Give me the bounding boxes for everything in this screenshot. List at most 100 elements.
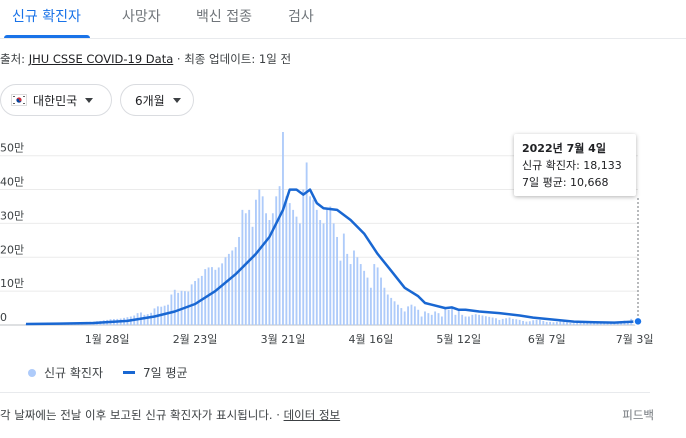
- case-bar: [562, 321, 565, 325]
- case-bar: [559, 321, 562, 325]
- case-bar: [427, 313, 430, 325]
- case-bar: [332, 223, 335, 325]
- case-bar: [349, 264, 352, 325]
- x-tick-label: 5월 12일: [436, 332, 481, 346]
- case-bar: [315, 209, 318, 325]
- case-bar: [386, 294, 389, 325]
- chevron-down-icon: [85, 97, 94, 103]
- feedback-link[interactable]: 피드백: [622, 408, 654, 422]
- bar-legend-icon: [28, 368, 36, 377]
- case-bar: [555, 321, 558, 325]
- tab-testing[interactable]: 검사: [288, 9, 314, 25]
- case-bar: [593, 322, 595, 325]
- case-bar: [478, 314, 481, 325]
- case-bar: [410, 304, 413, 325]
- case-bar: [474, 314, 477, 325]
- case-bar: [231, 250, 234, 325]
- case-bar: [170, 294, 173, 325]
- case-bar: [342, 233, 345, 325]
- tab-vaccinations[interactable]: 백신 접종: [196, 9, 252, 25]
- case-bar: [505, 318, 508, 325]
- case-bar: [258, 189, 261, 325]
- case-bar: [603, 322, 606, 325]
- case-bar: [339, 260, 342, 325]
- source-prefix: 출처:: [0, 52, 29, 66]
- case-bar: [532, 320, 535, 325]
- case-bar: [366, 277, 369, 325]
- case-bar: [461, 314, 464, 325]
- line-legend-icon: [123, 371, 136, 374]
- case-bar: [437, 313, 440, 325]
- case-bar: [383, 287, 386, 325]
- case-bar: [417, 309, 420, 325]
- case-bar: [515, 319, 518, 325]
- case-bar: [248, 209, 251, 325]
- case-bar: [163, 305, 166, 325]
- case-bar: [491, 317, 494, 325]
- tooltip-cases: 신규 확진자: 18,133: [522, 159, 622, 172]
- tab-new-cases[interactable]: 신규 확진자: [12, 9, 81, 25]
- case-bar: [484, 316, 487, 325]
- case-bar: [214, 269, 217, 325]
- case-bar: [424, 311, 426, 325]
- case-bar: [488, 316, 491, 325]
- divider: [0, 392, 650, 393]
- active-tab-indicator: [4, 35, 90, 38]
- period-select[interactable]: 6개월: [120, 84, 194, 116]
- case-bar: [454, 314, 457, 325]
- source-link[interactable]: JHU CSSE COVID-19 Data: [28, 52, 174, 66]
- tab-deaths[interactable]: 사망자: [122, 9, 161, 25]
- case-bar: [221, 263, 224, 325]
- legend-cases: 신규 확진자: [44, 366, 104, 380]
- case-bar: [464, 316, 467, 325]
- case-bar: [444, 308, 447, 325]
- case-bar: [413, 306, 416, 325]
- country-select[interactable]: 대한민국: [0, 84, 112, 116]
- case-bar: [271, 213, 274, 325]
- y-tick-label: 50만: [0, 142, 24, 155]
- y-tick-label: 40만: [0, 176, 24, 189]
- case-bar: [261, 196, 264, 325]
- period-select-label: 6개월: [135, 93, 165, 108]
- case-bar: [292, 209, 295, 325]
- case-bar: [150, 312, 153, 325]
- case-bar: [278, 186, 281, 325]
- case-bar: [390, 297, 393, 325]
- footer-note: 각 날짜에는 전날 이후 보고된 신규 확진자가 표시됩니다. · 데이터 정보: [0, 407, 340, 423]
- case-bar: [599, 322, 602, 325]
- case-bar: [217, 267, 220, 325]
- case-bar: [353, 250, 355, 325]
- footer-text: 각 날짜에는 전날 이후 보고된 신규 확진자가 표시됩니다.: [0, 408, 273, 422]
- case-bar: [582, 321, 585, 325]
- case-bar: [282, 132, 284, 325]
- case-bar: [359, 264, 362, 325]
- case-bar: [549, 321, 552, 325]
- case-bar: [187, 291, 190, 325]
- case-bar: [586, 321, 589, 325]
- case-bar: [596, 322, 599, 325]
- case-bar: [143, 314, 146, 325]
- korea-flag-icon: [11, 94, 27, 106]
- case-bar: [305, 162, 308, 325]
- case-bar: [275, 196, 278, 325]
- y-axis-labels: 0 10만 20만 30만 40만 50만: [0, 142, 24, 324]
- case-bar: [234, 247, 237, 325]
- x-tick-label: 7월 3일: [616, 332, 654, 346]
- case-bar: [471, 314, 474, 325]
- case-bar: [522, 320, 524, 325]
- case-bar: [545, 321, 548, 325]
- case-bar: [434, 311, 437, 325]
- case-bar: [268, 220, 271, 325]
- case-bar: [336, 236, 338, 325]
- case-bar: [295, 216, 298, 325]
- case-bar: [285, 196, 288, 325]
- case-bar: [244, 213, 247, 325]
- case-bar: [380, 277, 382, 325]
- x-tick-label: 1월 28일: [85, 332, 130, 346]
- case-bar: [420, 316, 423, 325]
- chevron-down-icon: [172, 97, 181, 103]
- case-bar: [346, 253, 349, 325]
- case-bar: [495, 318, 497, 325]
- data-info-link[interactable]: 데이터 정보: [283, 408, 341, 422]
- cases-chart[interactable]: 0 10만 20만 30만 40만 50만 1월 28일 2월 23일 3월 21일 4월 16…: [0, 128, 660, 358]
